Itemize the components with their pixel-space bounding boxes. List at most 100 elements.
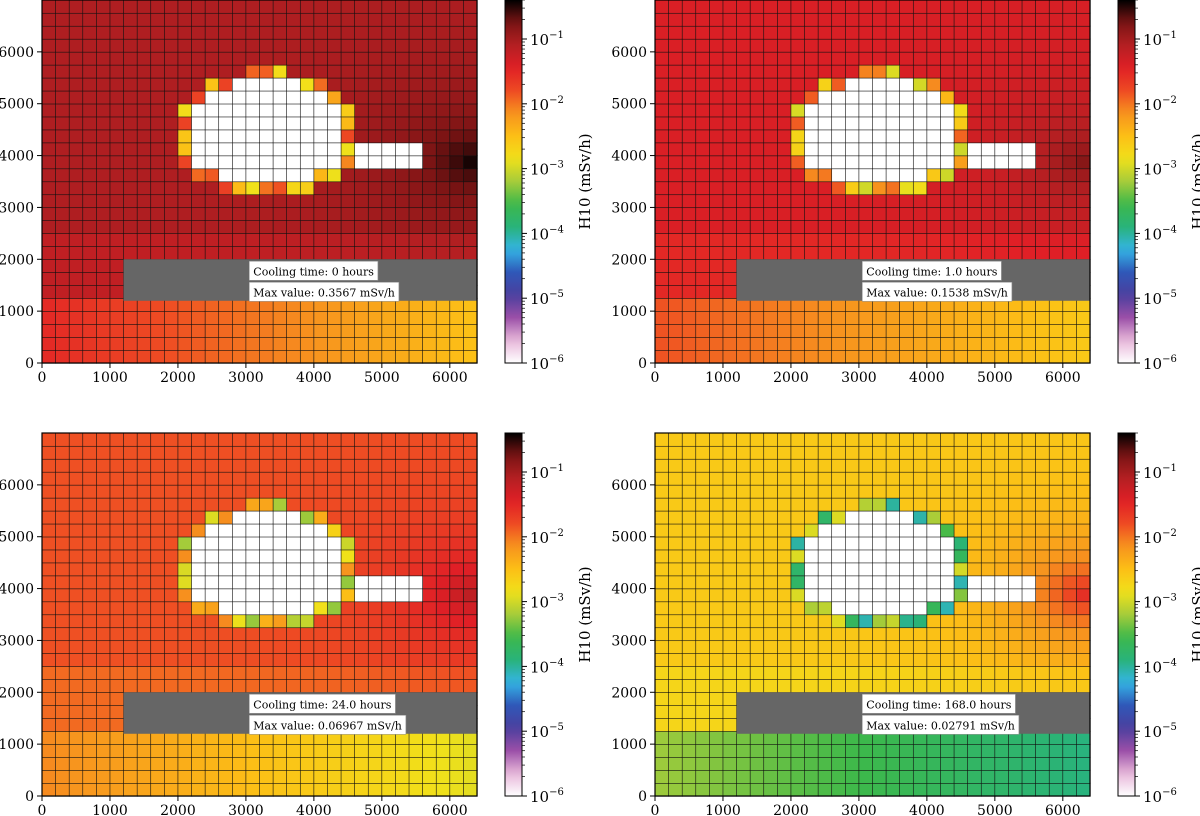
heatmap-cell bbox=[926, 116, 942, 131]
heatmap-cell bbox=[41, 497, 57, 512]
heatmap-cell bbox=[1048, 640, 1064, 654]
heatmap-cell bbox=[994, 142, 1010, 157]
heatmap-cell bbox=[1048, 116, 1064, 131]
heatmap-cell bbox=[164, 510, 179, 525]
heatmap-cell bbox=[953, 458, 969, 473]
heatmap-cell bbox=[926, 743, 942, 758]
heatmap-cell bbox=[940, 756, 955, 771]
heatmap-cell bbox=[1048, 445, 1064, 460]
heatmap-cell bbox=[340, 220, 356, 234]
heatmap-cell bbox=[191, 575, 206, 590]
heatmap-cell bbox=[790, 194, 806, 209]
heatmap-cell bbox=[272, 25, 288, 40]
heatmap-cell bbox=[68, 129, 84, 144]
heatmap-cell bbox=[299, 653, 315, 667]
heatmap-cell bbox=[150, 220, 165, 234]
heatmap-cell bbox=[150, 743, 165, 758]
heatmap-cell bbox=[1048, 743, 1064, 758]
heatmap-cell bbox=[96, 323, 111, 338]
heatmap-cell bbox=[136, 0, 152, 14]
heatmap-cell bbox=[817, 194, 833, 209]
heatmap-cell bbox=[449, 743, 464, 758]
heatmap-cell bbox=[940, 497, 955, 512]
heatmap-cell bbox=[953, 25, 969, 40]
heatmap-cell bbox=[82, 575, 97, 590]
heatmap-cell bbox=[668, 90, 683, 105]
heatmap-cell bbox=[1048, 458, 1064, 473]
heatmap-cell bbox=[695, 38, 710, 53]
heatmap-cell bbox=[313, 510, 329, 525]
heatmap-cell bbox=[654, 653, 670, 667]
heatmap-cell bbox=[885, 640, 901, 654]
heatmap-cell bbox=[259, 588, 274, 603]
heatmap-cell bbox=[68, 601, 84, 616]
y-tick-label: 0 bbox=[25, 356, 34, 372]
heatmap-cell bbox=[777, 497, 792, 512]
heatmap-cell bbox=[980, 103, 996, 118]
heatmap-cell bbox=[845, 549, 860, 564]
heatmap-cell bbox=[354, 756, 369, 771]
heatmap-cell bbox=[449, 782, 464, 797]
heatmap-cell bbox=[232, 640, 247, 654]
heatmap-cell bbox=[1008, 181, 1023, 196]
heatmap-cell bbox=[435, 38, 451, 53]
heatmap-cell bbox=[953, 64, 969, 79]
heatmap-cell bbox=[940, 310, 955, 325]
heatmap-cell bbox=[967, 588, 982, 603]
heatmap-cell bbox=[1076, 103, 1091, 118]
heatmap-cell bbox=[82, 155, 97, 170]
heatmap-cell bbox=[926, 679, 942, 693]
heatmap-cell bbox=[191, 497, 206, 512]
heatmap-cell bbox=[82, 336, 97, 351]
heatmap-cell bbox=[749, 601, 765, 616]
heatmap-cell bbox=[367, 782, 383, 797]
heatmap-cell bbox=[218, 246, 233, 260]
heatmap-cell bbox=[327, 323, 342, 338]
heatmap-cell bbox=[763, 90, 778, 105]
heatmap-cell bbox=[912, 323, 928, 338]
heatmap-cell bbox=[395, 484, 410, 499]
heatmap-cell bbox=[994, 743, 1010, 758]
heatmap-cell bbox=[736, 549, 751, 564]
heatmap-cell bbox=[395, 782, 410, 797]
heatmap-cell bbox=[1048, 310, 1064, 325]
heatmap-cell bbox=[327, 432, 342, 447]
heatmap-cell bbox=[82, 458, 97, 473]
heatmap-cell bbox=[1008, 614, 1023, 629]
heatmap-cell bbox=[299, 510, 315, 525]
heatmap-cell bbox=[259, 523, 274, 538]
heatmap-cell bbox=[804, 77, 819, 92]
heatmap-cell bbox=[831, 168, 846, 183]
heatmap-cell bbox=[96, 691, 111, 706]
heatmap-cell bbox=[259, 614, 274, 629]
heatmap-cell bbox=[164, 25, 179, 40]
heatmap-cell bbox=[872, 575, 887, 590]
heatmap-cell bbox=[994, 510, 1010, 525]
heatmap-cell bbox=[736, 12, 751, 27]
heatmap-cell bbox=[885, 549, 901, 564]
colorbar-gradient bbox=[1117, 0, 1136, 364]
heatmap-cell bbox=[1048, 336, 1064, 351]
heatmap-cell bbox=[940, 155, 955, 170]
heatmap-cell bbox=[872, 51, 887, 66]
y-tick-label: 3000 bbox=[0, 633, 34, 649]
heatmap-cell bbox=[912, 194, 928, 209]
heatmap-cell bbox=[994, 575, 1010, 590]
heatmap-cell bbox=[912, 782, 928, 797]
heatmap-cell bbox=[749, 484, 765, 499]
heatmap-cell bbox=[1062, 51, 1078, 66]
heatmap-cell bbox=[245, 142, 261, 157]
heatmap-cell bbox=[1035, 471, 1050, 486]
heatmap-cell bbox=[777, 743, 792, 758]
heatmap-cell bbox=[940, 588, 955, 603]
heatmap-cell bbox=[668, 207, 683, 221]
x-tick-label: 4000 bbox=[909, 370, 945, 386]
heatmap-cell bbox=[980, 497, 996, 512]
heatmap-cell bbox=[327, 336, 342, 351]
heatmap-cell bbox=[790, 471, 806, 486]
heatmap-cell bbox=[1021, 536, 1037, 551]
heatmap-cell bbox=[831, 207, 846, 221]
heatmap-cell bbox=[82, 90, 97, 105]
heatmap-cell bbox=[340, 25, 356, 40]
heatmap-cell bbox=[96, 284, 111, 299]
